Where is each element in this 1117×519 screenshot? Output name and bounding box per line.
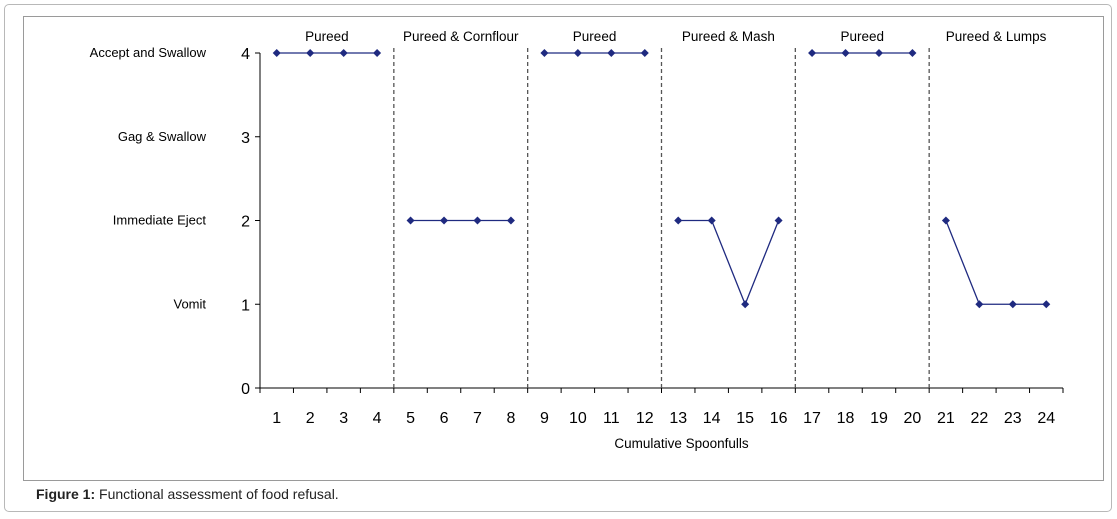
y-category-label: Vomit	[173, 296, 206, 311]
y-category-label: Gag & Swallow	[118, 129, 207, 144]
x-tick-label: 16	[770, 410, 788, 427]
x-tick-label: 2	[306, 410, 315, 427]
caption-text: Functional assessment of food refusal.	[99, 486, 339, 502]
x-tick-label: 9	[540, 410, 549, 427]
data-point	[440, 216, 449, 225]
data-point	[339, 49, 348, 57]
data-point	[908, 49, 917, 57]
phase-label: Pureed	[840, 29, 884, 44]
x-tick-label: 23	[1004, 410, 1022, 427]
data-point	[406, 216, 415, 225]
data-point	[607, 49, 616, 57]
figure-caption: Figure 1: Functional assessment of food …	[36, 486, 339, 502]
data-point	[306, 49, 315, 57]
chart-box: 0 1 2 3 4 Accept and Swallow Gag & Swallow Imme…	[23, 16, 1104, 481]
x-tick-label: 22	[970, 410, 988, 427]
figure-frame: 0 1 2 3 4 Accept and Swallow Gag & Swallow Imme…	[4, 4, 1112, 512]
x-tick-label: 10	[569, 410, 587, 427]
series-line-segment	[678, 219, 780, 307]
data-point	[975, 300, 984, 309]
data-point	[573, 49, 582, 57]
phase-label: Pureed	[305, 29, 349, 44]
data-point	[640, 49, 649, 57]
x-tick-label: 18	[837, 410, 855, 427]
x-tick-label: 20	[904, 410, 922, 427]
x-tick-label: 21	[937, 410, 955, 427]
x-tick-label: 3	[339, 410, 348, 427]
x-tick-label: 11	[603, 410, 620, 427]
x-tick-label: 8	[506, 410, 515, 427]
data-point	[506, 216, 515, 225]
x-tick-label: 14	[703, 410, 721, 427]
data-point	[774, 216, 783, 225]
x-tick-label: 12	[636, 410, 654, 427]
data-point	[874, 49, 883, 57]
x-tick-label: 15	[736, 410, 754, 427]
data-point	[272, 49, 281, 57]
x-tick-label: 4	[373, 410, 382, 427]
x-tick-label: 24	[1037, 410, 1055, 427]
x-tick-label: 5	[406, 410, 415, 427]
y-tick-label: 1	[241, 297, 250, 314]
data-point	[473, 216, 482, 225]
series-line-segment	[945, 220, 1047, 305]
data-point	[1042, 300, 1051, 309]
data-point	[841, 49, 850, 57]
x-axis-title: Cumulative Spoonfulls	[614, 436, 749, 451]
data-point	[540, 49, 549, 57]
x-tick-label: 6	[440, 410, 449, 427]
x-tick-label: 7	[473, 410, 482, 427]
y-tick-label: 4	[241, 46, 250, 63]
data-point	[674, 216, 683, 225]
x-tick-label: 13	[669, 410, 687, 427]
data-point	[741, 300, 750, 309]
phase-label: Pureed & Cornflour	[403, 29, 519, 44]
phase-label: Pureed & Mash	[682, 29, 775, 44]
x-tick-label: 17	[803, 410, 821, 427]
caption-label: Figure 1:	[36, 486, 96, 502]
y-tick-label: 3	[241, 130, 250, 147]
phase-label: Pureed & Lumps	[946, 29, 1047, 44]
y-tick-label: 2	[241, 214, 250, 231]
data-point	[373, 49, 382, 57]
x-tick-label: 1	[272, 410, 281, 427]
data-point	[808, 49, 817, 57]
y-tick-label: 0	[241, 381, 250, 398]
y-category-label: Immediate Eject	[113, 213, 207, 228]
y-category-label: Accept and Swallow	[90, 45, 207, 60]
data-point	[707, 216, 716, 225]
data-point	[941, 216, 950, 225]
x-tick-label: 19	[870, 410, 888, 427]
data-point	[1008, 300, 1017, 309]
phase-label: Pureed	[573, 29, 617, 44]
